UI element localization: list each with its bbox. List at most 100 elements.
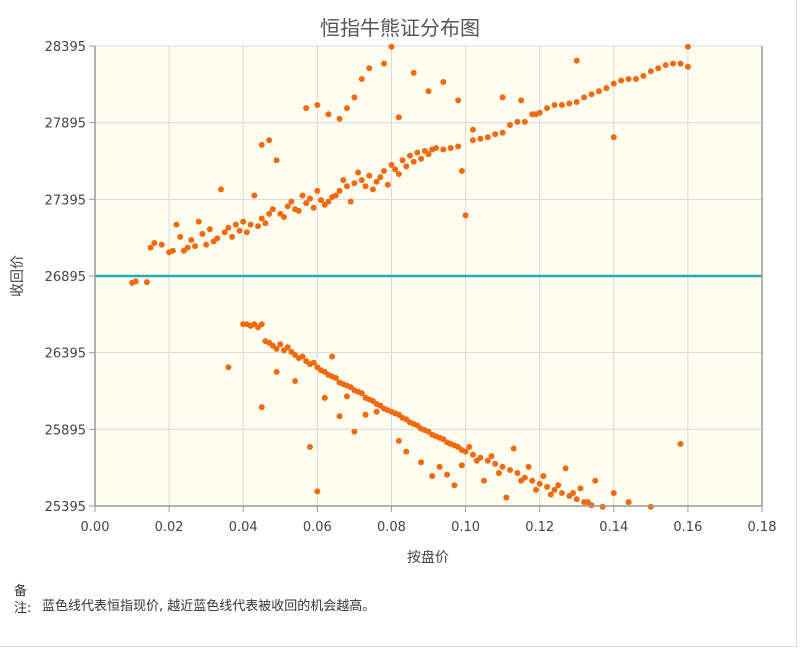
data-point [395, 437, 402, 444]
data-point [314, 102, 321, 109]
data-point [366, 172, 373, 179]
data-point [384, 181, 391, 188]
data-point [647, 68, 654, 75]
data-point [262, 220, 269, 227]
data-point [581, 94, 588, 101]
data-point [318, 197, 325, 204]
data-point [247, 221, 254, 228]
data-point [221, 229, 228, 236]
data-point [484, 457, 491, 464]
data-point [395, 171, 402, 178]
data-point [177, 233, 184, 240]
data-point [403, 448, 410, 455]
data-point [280, 213, 287, 220]
data-point [258, 141, 265, 148]
data-point [351, 180, 358, 187]
data-point [555, 482, 562, 489]
data-point [577, 485, 584, 492]
note-label: 备注: [14, 584, 32, 616]
data-point [303, 105, 310, 112]
data-point [507, 121, 514, 128]
data-point [258, 321, 265, 328]
data-point [366, 65, 373, 72]
data-point [299, 353, 306, 360]
data-point [603, 85, 610, 92]
x-tick-label: 0.16 [673, 520, 702, 535]
data-point [358, 390, 365, 397]
data-point [236, 227, 243, 234]
data-point [610, 489, 617, 496]
data-point [217, 186, 224, 193]
data-point [388, 161, 395, 168]
data-point [332, 374, 339, 381]
data-point [192, 243, 199, 250]
data-point [406, 152, 413, 159]
data-point [306, 195, 313, 202]
data-point [610, 80, 617, 87]
data-point [518, 477, 525, 484]
data-point [647, 503, 654, 510]
data-point [514, 118, 521, 125]
data-point [425, 151, 432, 158]
data-point [451, 482, 458, 489]
data-point [158, 241, 165, 248]
data-point [288, 198, 295, 205]
data-point [336, 115, 343, 122]
x-tick-label: 0.04 [229, 520, 258, 535]
data-point [544, 483, 551, 490]
data-point [284, 344, 291, 351]
data-point [499, 463, 506, 470]
data-point [544, 105, 551, 112]
data-point [458, 462, 465, 469]
data-point [462, 212, 469, 219]
data-point [147, 244, 154, 251]
data-point [684, 63, 691, 70]
data-point [444, 471, 451, 478]
data-point [640, 72, 647, 79]
x-tick-label: 0.06 [303, 520, 332, 535]
y-axis-label: 收回价 [10, 255, 26, 297]
data-point [566, 100, 573, 107]
x-axis-label: 按盘价 [407, 549, 449, 566]
data-point [558, 489, 565, 496]
data-point [381, 60, 388, 67]
data-point [399, 157, 406, 164]
data-point [251, 192, 258, 199]
x-tick-label: 0.12 [525, 520, 554, 535]
data-point [573, 98, 580, 105]
data-point [343, 393, 350, 400]
data-point [436, 463, 443, 470]
data-point [255, 223, 262, 230]
data-point [684, 43, 691, 50]
data-point [418, 155, 425, 162]
y-tick-label: 28395 [45, 40, 86, 55]
data-point [595, 88, 602, 95]
data-point [258, 215, 265, 222]
data-point [592, 477, 599, 484]
data-point [551, 486, 558, 493]
data-point [273, 368, 280, 375]
data-point [492, 460, 499, 467]
data-point [310, 204, 317, 211]
data-point [473, 457, 480, 464]
data-point [329, 353, 336, 360]
data-point [273, 157, 280, 164]
data-point [584, 499, 591, 506]
data-point [273, 345, 280, 352]
data-point [306, 443, 313, 450]
y-tick-label: 27895 [45, 117, 86, 132]
data-point [503, 494, 510, 501]
data-point [529, 477, 536, 484]
data-point [277, 341, 284, 348]
data-point [362, 183, 369, 190]
data-point [462, 448, 469, 455]
data-point [410, 69, 417, 76]
data-point [525, 463, 532, 470]
data-point [514, 470, 521, 477]
data-point [347, 198, 354, 205]
data-point [132, 278, 139, 285]
data-point [258, 404, 265, 411]
data-point [440, 146, 447, 153]
